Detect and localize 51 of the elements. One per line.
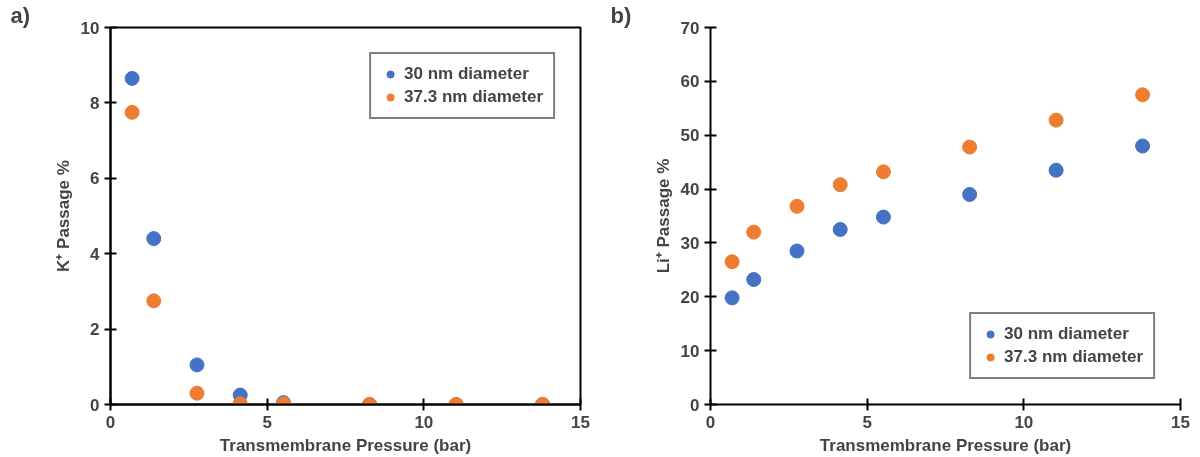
y-tick-label: 4 <box>90 244 101 264</box>
y-tick-label: 10 <box>80 18 100 38</box>
x-tick-label: 5 <box>862 412 872 432</box>
point <box>1048 112 1064 128</box>
x-axis-title: Transmembrane Pressure (bar) <box>819 435 1072 455</box>
point <box>1135 138 1151 154</box>
y-tick-label: 10 <box>680 341 700 361</box>
point <box>124 70 140 86</box>
y-tick-label: 60 <box>680 72 700 92</box>
x-tick-label: 10 <box>414 412 434 432</box>
x-tick-label: 15 <box>1171 412 1190 432</box>
x-tick-label: 5 <box>262 412 272 432</box>
point <box>875 209 891 225</box>
y-tick-label: 0 <box>90 395 100 415</box>
point <box>832 177 848 193</box>
point <box>724 254 740 270</box>
point <box>875 164 891 180</box>
legend-label: 37.3 nm diameter <box>404 87 543 107</box>
y-tick-label: 0 <box>690 395 700 415</box>
point <box>124 104 140 120</box>
point <box>962 186 978 202</box>
point <box>1048 162 1064 178</box>
point <box>789 198 805 214</box>
y-tick-label: 2 <box>90 320 100 340</box>
x-tick-label: 10 <box>1014 412 1034 432</box>
y-tick-label: 70 <box>680 18 700 38</box>
point <box>1135 87 1151 103</box>
x-axis-title: Transmembrane Pressure (bar) <box>219 435 472 455</box>
point <box>962 139 978 155</box>
y-tick-label: 8 <box>90 93 100 113</box>
y-axis-title: Li⁺ Passage % <box>653 158 673 274</box>
y-tick-label: 6 <box>90 169 100 189</box>
y-tick-label: 40 <box>680 180 700 200</box>
x-tick-label: 0 <box>705 412 716 432</box>
legend-label: 37.3 nm diameter <box>1004 347 1143 367</box>
point <box>724 290 740 306</box>
point <box>746 224 762 240</box>
legend-label: 30 nm diameter <box>1004 324 1129 344</box>
y-tick-label: 50 <box>680 126 700 146</box>
point <box>789 243 805 259</box>
y-tick-label: 20 <box>680 287 700 307</box>
y-axis-title: K⁺ Passage % <box>53 160 73 272</box>
text: a) <box>10 2 31 28</box>
x-tick-label: 15 <box>571 412 590 432</box>
legend-label: 30 nm diameter <box>404 64 529 84</box>
text: b) <box>610 2 632 28</box>
point <box>146 231 162 247</box>
x-tick-label: 0 <box>105 412 116 432</box>
y-tick-label: 30 <box>680 233 700 253</box>
point <box>746 272 762 288</box>
point <box>832 221 848 237</box>
